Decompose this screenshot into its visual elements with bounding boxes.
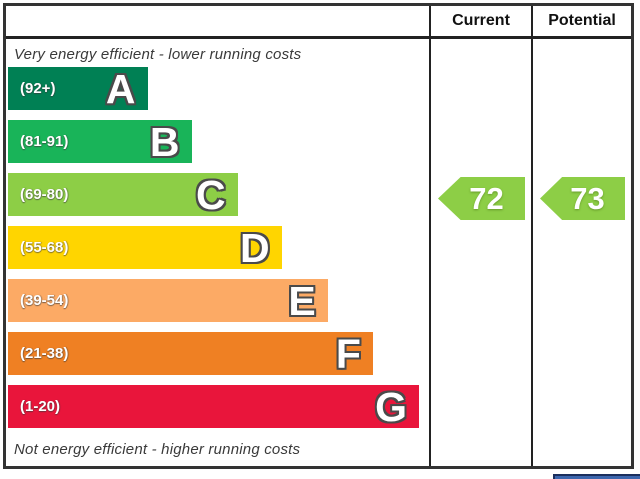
- current-column-header: Current: [429, 6, 531, 39]
- band-b-range-label: (81-91): [20, 133, 69, 150]
- potential-rating-value: 73: [570, 180, 605, 216]
- potential-rating-cell: 73: [531, 39, 631, 466]
- potential-rating-arrow: 73: [540, 177, 625, 220]
- band-g-letter: G: [375, 383, 408, 430]
- band-d-letter: D: [239, 224, 270, 271]
- top-caption: Very energy efficient - lower running co…: [14, 46, 302, 63]
- band-a-bar: (92+) A: [8, 67, 148, 110]
- energy-efficiency-table: Current Potential Very energy efficient …: [3, 3, 634, 469]
- band-g-bar: (1-20) G: [8, 383, 420, 430]
- band-f-letter: F: [335, 330, 361, 377]
- header-spacer-cell: [6, 6, 429, 39]
- band-b-bar: (81-91) B: [8, 120, 192, 163]
- band-e-bar: (39-54) E: [8, 279, 328, 322]
- band-c-letter: C: [196, 171, 226, 218]
- band-b-letter: B: [149, 118, 180, 165]
- potential-column-header: Potential: [531, 6, 631, 39]
- band-e-range-label: (39-54): [20, 292, 69, 309]
- current-rating-arrow: 72: [438, 177, 525, 220]
- current-header-label: Current: [452, 12, 510, 29]
- band-d-range-label: (55-68): [20, 239, 69, 256]
- current-rating-cell: 72: [429, 39, 531, 466]
- band-d-bar: (55-68) D: [8, 226, 282, 269]
- band-a-letter: A: [105, 65, 136, 112]
- band-g-range-label: (1-20): [20, 398, 61, 415]
- band-f-bar: (21-38) F: [8, 332, 373, 375]
- band-c-bar: (69-80) C: [8, 173, 238, 216]
- current-rating-value: 72: [469, 180, 504, 216]
- band-e-letter: E: [288, 277, 316, 324]
- rating-bands: (92+) A (81-91) B (69-80) C (55-68) D (3…: [8, 67, 427, 438]
- rating-scale-column: Very energy efficient - lower running co…: [6, 39, 429, 466]
- bottom-caption: Not energy efficient - higher running co…: [14, 441, 301, 458]
- band-a-range-label: (92+): [20, 80, 56, 97]
- cropped-blue-box: [553, 474, 640, 479]
- potential-header-label: Potential: [548, 12, 616, 29]
- band-c-range-label: (69-80): [20, 186, 69, 203]
- band-f-range-label: (21-38): [20, 345, 69, 362]
